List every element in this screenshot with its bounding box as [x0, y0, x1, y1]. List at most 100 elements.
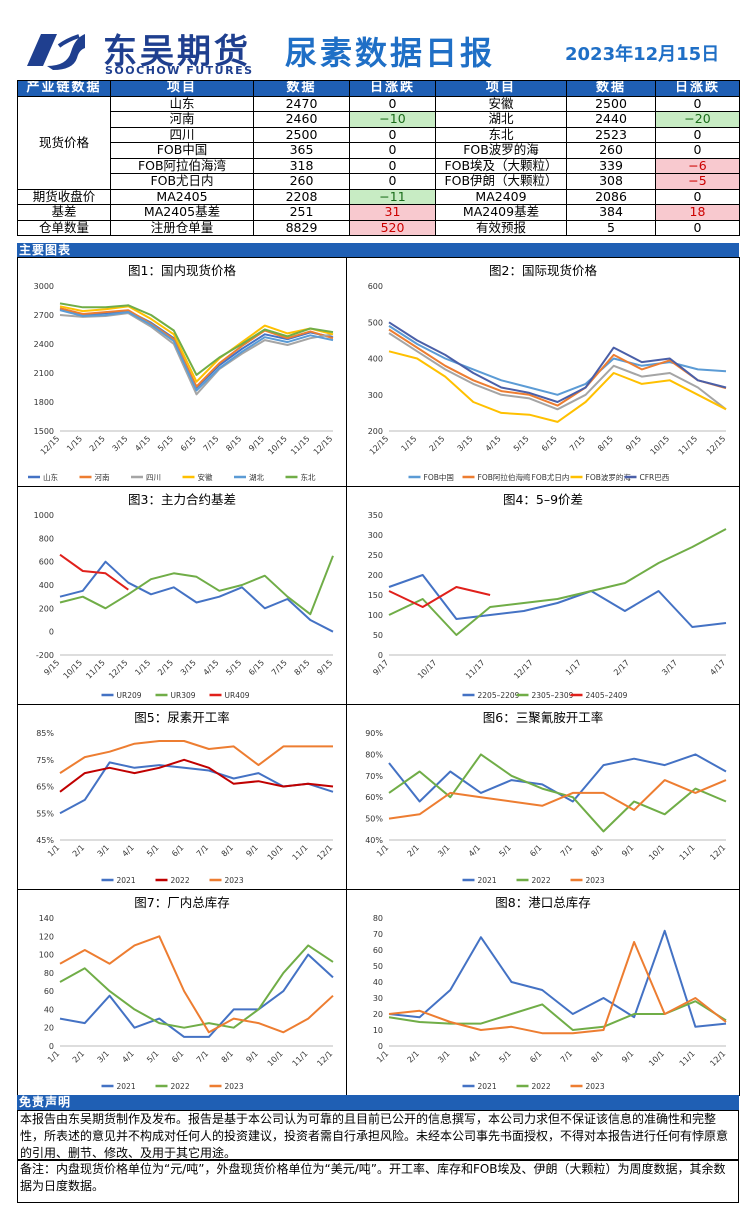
series-line [59, 553, 129, 591]
series-line [59, 560, 334, 633]
table-row: 基差 MA2405基差 251 31 MA2409基差 384 18 [17, 204, 740, 221]
x-tick-label: 11/15 [289, 434, 312, 457]
legend-label: 2021 [117, 876, 136, 885]
y-tick-label: 800 [39, 534, 54, 543]
y-tick-label: 30 [373, 994, 383, 1003]
y-tick-label: 250 [368, 551, 383, 560]
x-tick-label: 11/15 [677, 434, 700, 457]
chart-svg: 0 50 100 150 200 250 300 350 9/17 10/17 11/17 12/17… [368, 511, 728, 700]
x-tick-label: 12/1 [708, 843, 727, 862]
y-tick-label: 100 [368, 611, 383, 620]
x-tick-label: 4/1 [120, 1049, 135, 1064]
item-cell: MA2409基差 [435, 204, 567, 221]
x-tick-label: 2/15 [428, 434, 447, 453]
chart-title: 图4：5–9价差 [502, 492, 584, 507]
x-tick-label: 4/17 [708, 658, 727, 677]
series-line [59, 953, 334, 1038]
y-tick-label: 60 [373, 946, 383, 955]
series-line [388, 1000, 727, 1031]
x-tick-label: 11/15 [84, 658, 107, 681]
logo-chinese: 东吴期货 [103, 32, 251, 72]
change-cell: 0 [655, 219, 740, 236]
x-tick-label: 1/1 [46, 1049, 61, 1064]
series-line [59, 305, 334, 383]
x-tick-label: 5/1 [145, 1049, 160, 1064]
chart-1: 图1：国内现货价格 1500 1800 2100 2400 2700 3000 12/15 1/… [17, 257, 347, 487]
series-line [388, 325, 727, 396]
x-tick-label: 7/1 [195, 843, 210, 858]
value-cell: 260 [566, 142, 656, 159]
series-line [59, 740, 333, 774]
y-tick-label: 50% [365, 815, 383, 824]
x-tick-label: 8/15 [224, 434, 243, 453]
legend-label: 2023 [225, 876, 244, 885]
item-cell: FOB中国 [110, 142, 254, 159]
x-tick-label: 6/15 [540, 434, 559, 453]
y-tick-label: 0 [378, 1042, 383, 1051]
x-tick-label: 1/1 [46, 843, 61, 858]
y-tick-label: 1000 [34, 511, 54, 520]
y-tick-label: 55% [36, 809, 54, 818]
item-cell: FOB埃及（大颗粒） [435, 157, 567, 174]
legend-label: CFR巴西 [640, 473, 670, 482]
y-tick-label: 140 [39, 914, 54, 923]
legend-label: 2021 [478, 1082, 497, 1091]
change-cell: 0 [349, 173, 436, 190]
x-tick-label: 1/17 [564, 658, 583, 677]
item-cell: MA2405 [110, 188, 254, 205]
item-cell: 湖北 [435, 111, 567, 128]
x-tick-label: 8/15 [293, 658, 312, 677]
x-tick-label: 4/1 [467, 1049, 482, 1064]
x-tick-label: 11/1 [678, 1049, 697, 1068]
chart-title: 图5：尿素开工率 [134, 710, 230, 725]
y-tick-label: 20 [373, 1010, 383, 1019]
series-line [388, 574, 727, 628]
x-tick-label: 3/1 [436, 1049, 451, 1064]
y-tick-label: 80 [373, 914, 383, 923]
chart-title: 图8：港口总库存 [495, 895, 591, 910]
series-line [59, 302, 334, 376]
item-cell: 山东 [110, 95, 254, 112]
y-tick-label: 85% [36, 729, 54, 738]
col-header: 产业链数据 [17, 80, 111, 97]
item-cell: 四川 [110, 126, 254, 143]
change-cell: 0 [349, 95, 436, 112]
series-line [388, 528, 727, 636]
x-tick-label: 9/15 [247, 434, 266, 453]
x-tick-label: 12/1 [315, 843, 334, 862]
x-tick-label: 7/15 [202, 434, 221, 453]
x-tick-label: 8/1 [220, 843, 235, 858]
legend-label: FOB中国 [424, 472, 454, 482]
x-tick-label: 9/15 [42, 658, 61, 677]
x-tick-label: 1/15 [133, 658, 152, 677]
table-row: 现货价格 山东 2470 0 安徽 2500 0 [17, 95, 740, 190]
y-tick-label: 1800 [34, 398, 54, 407]
legend-label: 2205–2209 [478, 691, 520, 700]
series-line [388, 350, 727, 423]
x-tick-label: 7/1 [195, 1049, 210, 1064]
x-tick-label: 11/1 [678, 843, 697, 862]
legend-label: 河南 [95, 472, 110, 482]
x-tick-label: 8/1 [589, 843, 604, 858]
x-tick-label: 2/1 [71, 1049, 86, 1064]
value-cell: 2086 [566, 188, 656, 205]
change-cell: 0 [349, 157, 436, 174]
series-line [59, 309, 334, 392]
y-tick-label: 65% [36, 783, 54, 792]
row-label: 期货收盘价 [17, 188, 111, 205]
table-row: 四川 2500 0 东北 2523 0 [18, 126, 740, 143]
series-line [59, 307, 334, 388]
y-tick-label: 0 [378, 651, 383, 660]
x-tick-label: 10/1 [266, 1049, 285, 1068]
x-tick-label: 12/1 [708, 1049, 727, 1068]
x-tick-label: 2/15 [88, 434, 107, 453]
y-tick-label: 400 [39, 581, 54, 590]
y-tick-label: 60 [44, 987, 54, 996]
legend-label: 湖北 [249, 473, 264, 482]
item-cell: FOB阿拉伯海湾 [110, 157, 254, 174]
legend-label: 2405–2409 [586, 691, 628, 700]
x-tick-label: 10/17 [416, 658, 439, 681]
chart-title: 图6：三聚氰胺开工率 [482, 710, 604, 725]
chart-title: 图7：厂内总库存 [134, 895, 230, 910]
table-row: 仓单数量 注册仓单量 8829 520 有效预报 5 0 [17, 219, 740, 236]
